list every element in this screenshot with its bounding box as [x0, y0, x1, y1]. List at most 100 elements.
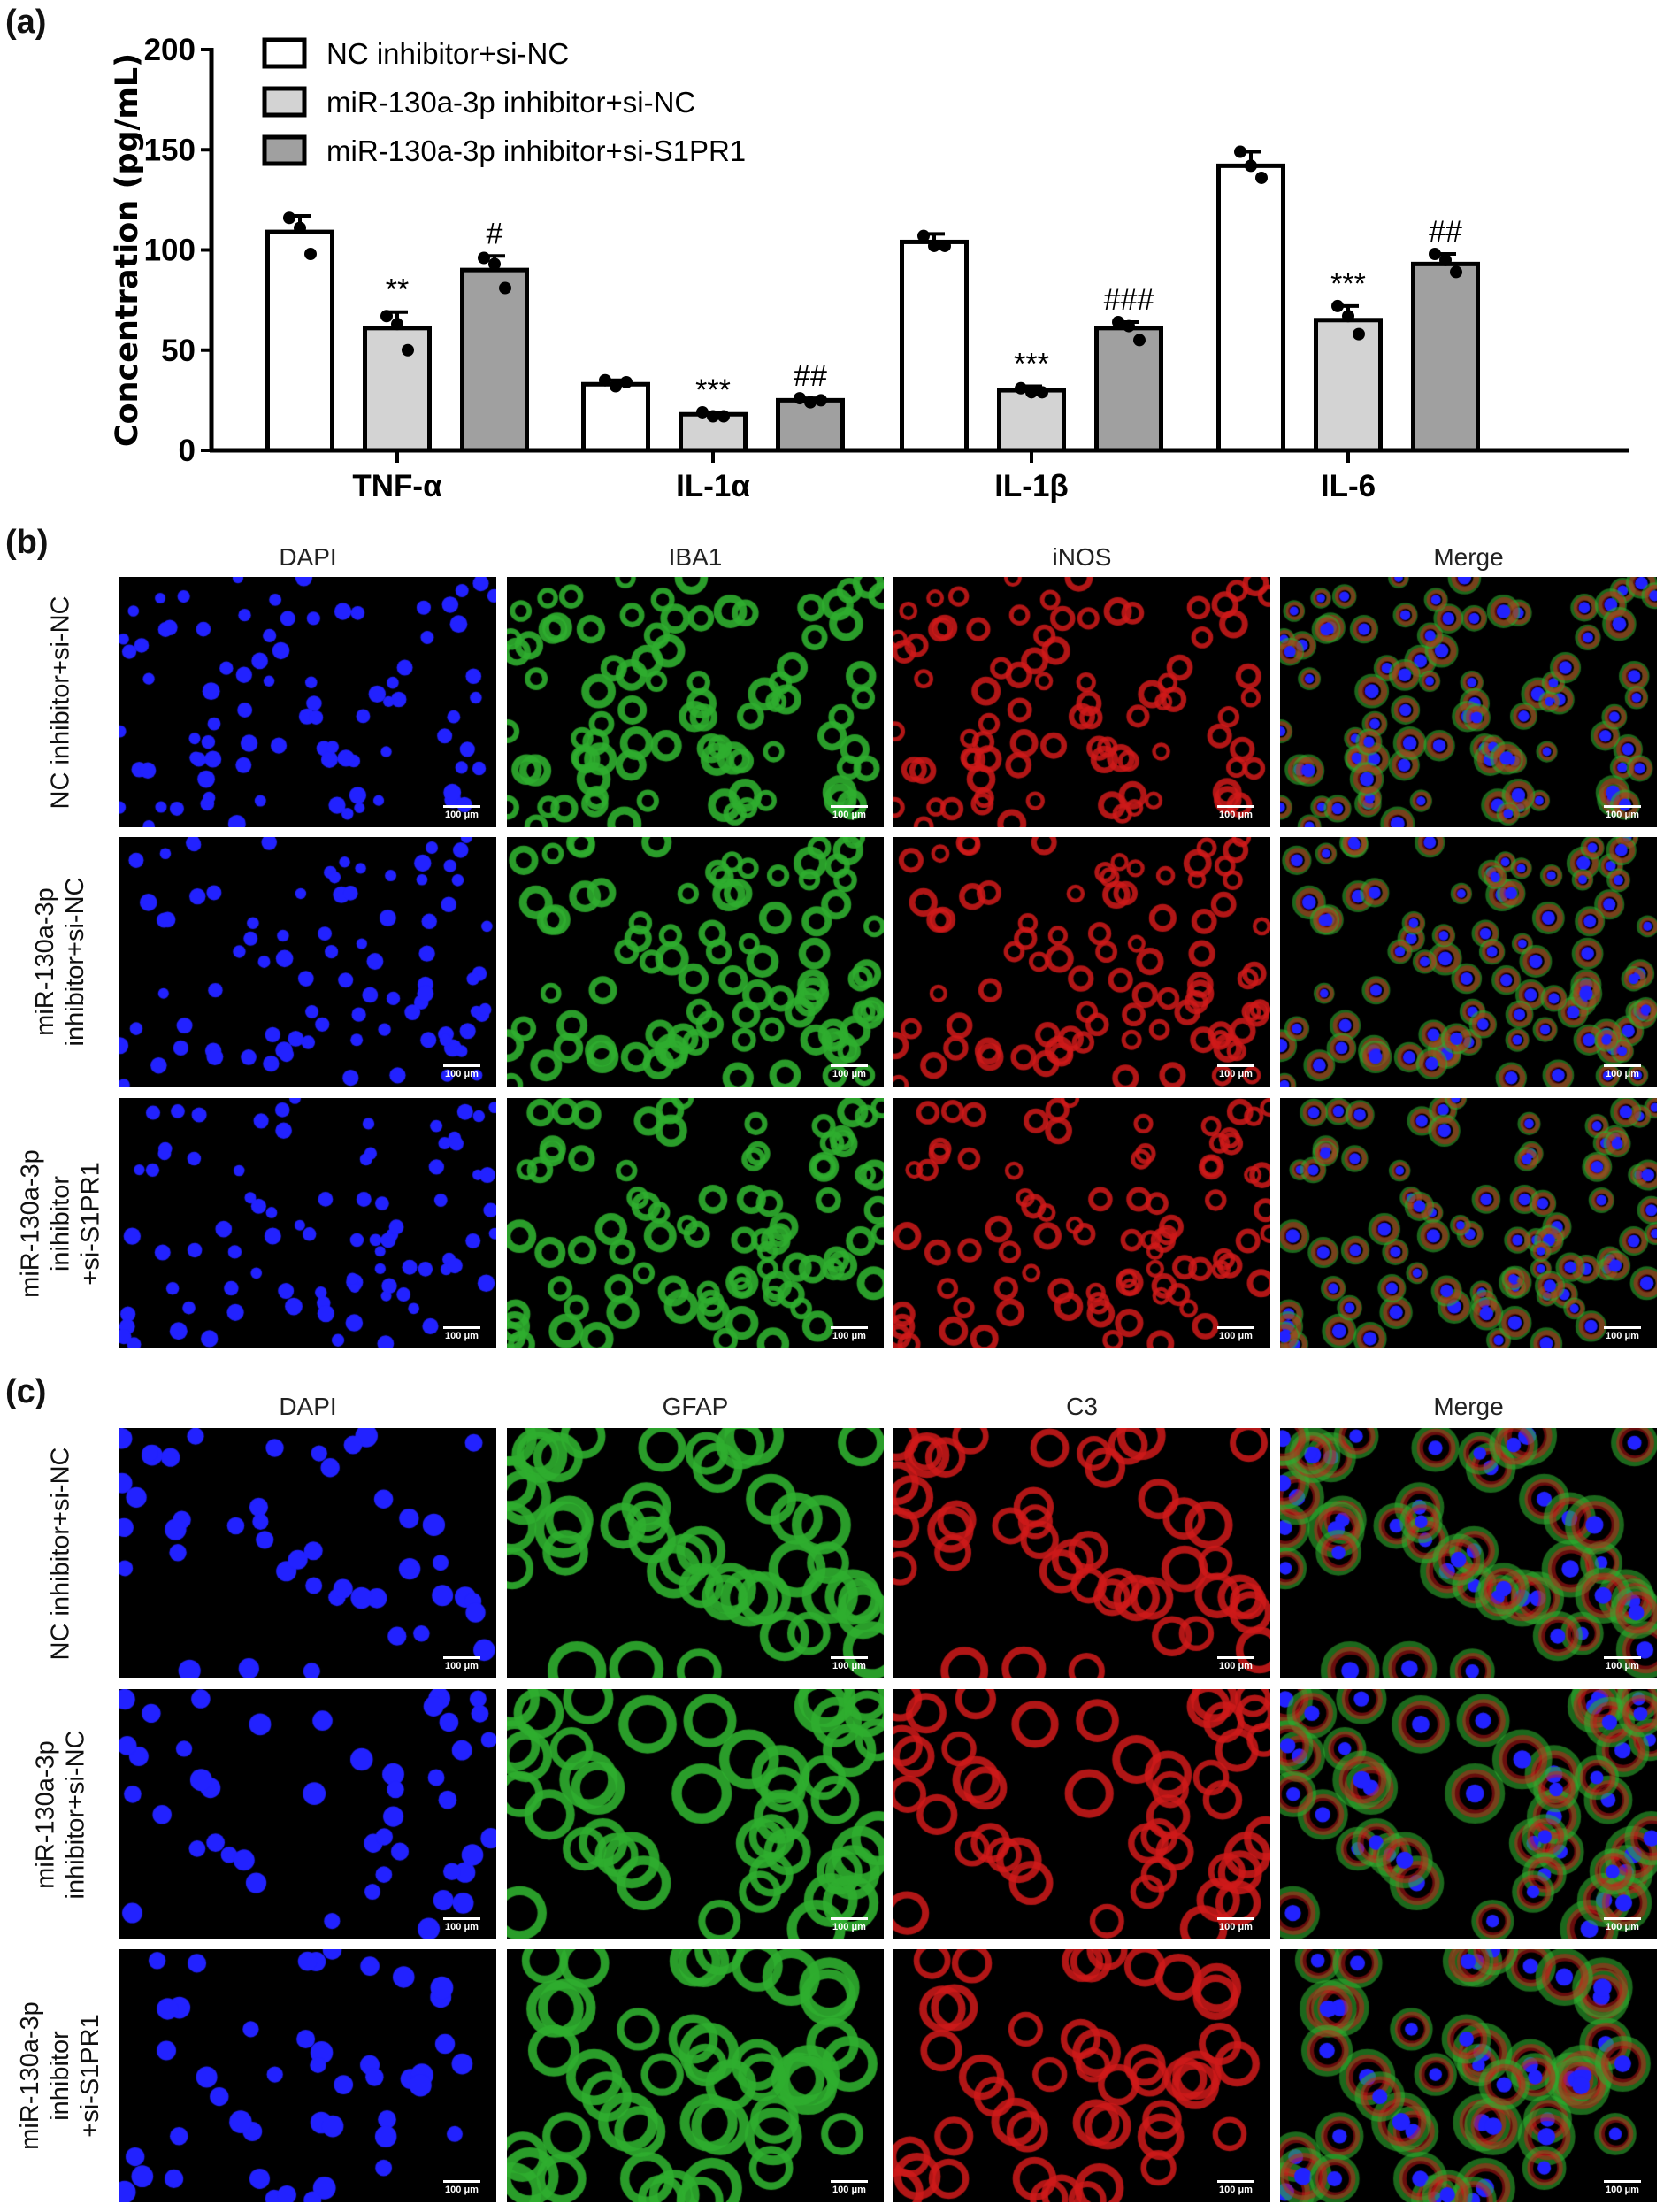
- scale-bar-label: 100 μm: [1219, 1922, 1253, 1932]
- data-point: [1112, 316, 1124, 329]
- legend-swatch-2: [262, 134, 307, 166]
- y-tick-label: 100: [144, 234, 196, 268]
- y-tick-label: 0: [179, 434, 196, 468]
- data-point: [1255, 171, 1268, 184]
- bar-0-0: [265, 229, 334, 453]
- scale-bar-label: 100 μm: [1219, 1661, 1253, 1671]
- y-tick-label: 50: [161, 334, 196, 368]
- data-point: [283, 211, 295, 225]
- scale-bar-label: 100 μm: [1219, 2185, 1253, 2195]
- bar-0-3: [1216, 163, 1285, 453]
- scale-bar-label: 100 μm: [832, 1661, 866, 1671]
- scale-bar-label: 100 μm: [1606, 1069, 1639, 1079]
- scale-bar-label: 100 μm: [832, 810, 866, 820]
- data-point: [1133, 334, 1146, 347]
- scale-bar-label: 100 μm: [445, 1661, 479, 1671]
- scale-bar: 100 μm: [831, 1656, 868, 1671]
- scale-bar: 100 μm: [443, 1917, 480, 1932]
- scale-bar: 100 μm: [831, 2180, 868, 2195]
- scale-bar-label: 100 μm: [832, 1331, 866, 1341]
- bar-0-2: [900, 239, 969, 453]
- scale-bar: 100 μm: [831, 1064, 868, 1079]
- bar-1-0: [363, 326, 432, 453]
- data-point: [488, 257, 501, 271]
- legend-label-1: miR-130a-3p inhibitor+si-NC: [326, 86, 695, 119]
- data-point: [1353, 327, 1365, 341]
- bar-0-1: [581, 381, 650, 453]
- scale-bar-label: 100 μm: [445, 1331, 479, 1341]
- data-point: [1036, 386, 1048, 399]
- micrograph-gfap: 100 μm: [507, 1428, 884, 1678]
- micrograph-dapi: 100 μm: [119, 1949, 496, 2202]
- scale-bar: 100 μm: [1217, 1917, 1254, 1932]
- micrograph-dapi: 100 μm: [119, 577, 496, 827]
- legend-swatch-1: [262, 86, 307, 118]
- x-tick-label: TNF-α: [352, 469, 442, 503]
- bar-1-2: [997, 388, 1066, 453]
- micrograph-merge: 100 μm: [1280, 1098, 1657, 1348]
- scale-bar: 100 μm: [443, 2180, 480, 2195]
- significance-label: #: [487, 217, 503, 250]
- bar-2-1: [776, 397, 845, 453]
- panel-label-c: (c): [5, 1373, 47, 1410]
- micrograph-gfap: 100 μm: [507, 1689, 884, 1939]
- scale-bar-label: 100 μm: [1219, 810, 1253, 820]
- micrograph-inos: 100 μm: [893, 577, 1270, 827]
- scale-bar: 100 μm: [1604, 805, 1641, 820]
- data-point: [1245, 159, 1257, 173]
- scale-bar: 100 μm: [1604, 2180, 1641, 2195]
- data-point: [804, 396, 817, 409]
- scale-bar: 100 μm: [1217, 1064, 1254, 1079]
- column-header: C3: [1066, 1393, 1098, 1420]
- data-point: [1025, 386, 1038, 399]
- scale-bar-label: 100 μm: [1606, 1661, 1639, 1671]
- scale-bar-label: 100 μm: [1219, 1069, 1253, 1079]
- data-point: [917, 229, 930, 242]
- significance-label: ##: [794, 359, 827, 393]
- scale-bar: 100 μm: [1217, 1326, 1254, 1341]
- significance-label: ***: [695, 373, 731, 407]
- column-header: Merge: [1433, 543, 1504, 571]
- micrograph-c3: 100 μm: [893, 1949, 1270, 2202]
- bar-2-3: [1411, 261, 1480, 453]
- scale-bar-label: 100 μm: [1219, 1331, 1253, 1341]
- micrograph-iba1: 100 μm: [507, 837, 884, 1087]
- scale-bar-label: 100 μm: [445, 1922, 479, 1932]
- scale-bar: 100 μm: [1217, 805, 1254, 820]
- scale-bar-label: 100 μm: [1606, 1922, 1639, 1932]
- row-label: miR-130a-3p inhibitor+si-NC: [31, 877, 89, 1047]
- scale-bar-label: 100 μm: [832, 2185, 866, 2195]
- data-point: [499, 281, 511, 295]
- scale-bar: 100 μm: [443, 1326, 480, 1341]
- data-point: [402, 343, 414, 357]
- micrograph-inos: 100 μm: [893, 837, 1270, 1087]
- x-tick-label: IL-6: [1321, 469, 1376, 503]
- data-point: [599, 373, 611, 387]
- legend-label-0: NC inhibitor+si-NC: [326, 37, 569, 70]
- row-label: NC inhibitor+si-NC: [46, 595, 74, 809]
- scale-bar: 100 μm: [443, 1064, 480, 1079]
- data-point: [794, 392, 806, 405]
- micrograph-dapi: 100 μm: [119, 1428, 496, 1678]
- y-tick-label: 150: [144, 133, 196, 167]
- micrograph-merge: 100 μm: [1280, 837, 1657, 1087]
- data-point: [928, 239, 940, 252]
- scale-bar: 100 μm: [1604, 1656, 1641, 1671]
- micrograph-dapi: 100 μm: [119, 1689, 496, 1939]
- data-point: [1234, 145, 1246, 158]
- micrograph-iba1: 100 μm: [507, 577, 884, 827]
- data-point: [815, 394, 827, 407]
- bar-2-2: [1094, 326, 1163, 453]
- x-tick-label: IL-1α: [676, 469, 750, 503]
- data-point: [391, 318, 403, 331]
- significance-label: ***: [1014, 348, 1049, 381]
- data-point: [610, 380, 622, 393]
- row-label: miR-130a-3p inhibitor+si-NC: [31, 1730, 89, 1899]
- data-point: [294, 221, 306, 234]
- column-header: DAPI: [279, 543, 337, 571]
- row-label: miR-130a-3p inihibitor +si-S1PR1: [16, 1148, 104, 1298]
- data-point: [304, 248, 317, 261]
- data-point: [1331, 299, 1344, 312]
- micrograph-c3: 100 μm: [893, 1428, 1270, 1678]
